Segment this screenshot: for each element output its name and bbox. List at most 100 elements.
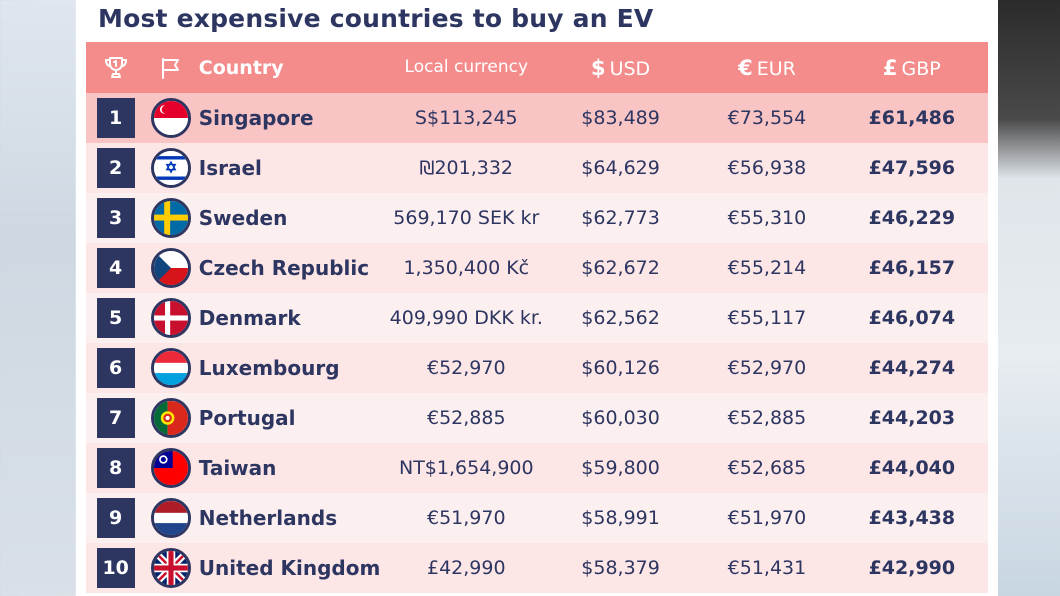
gbp-price-cell: £46,157: [868, 257, 956, 279]
usd-price-cell: $58,991: [581, 507, 660, 529]
rank-badge: 2: [96, 148, 135, 188]
table-row: 3 Sweden 569,170 SEK kr $62,773 €55,310 £46,2…: [86, 193, 988, 243]
local-price-cell: 569,170 SEK kr: [393, 207, 540, 229]
flag-cell: [145, 448, 196, 488]
rank-cell: 10: [86, 548, 145, 588]
table-header: Country Local currency $ USD € EUR £ GBP: [86, 42, 988, 93]
chart-title: Most expensive countries to buy an EV: [98, 4, 654, 33]
table-body: 1 Singapore S$113,245 $83,489 €73,554 £61,486…: [86, 93, 988, 593]
gbp-price-cell: £44,040: [868, 457, 956, 479]
flag-cell: [145, 498, 196, 538]
flag-cell: [145, 398, 196, 438]
local-price-cell: €52,970: [427, 357, 506, 379]
rank-badge: 8: [96, 448, 135, 488]
usd-price-cell: $62,773: [581, 207, 660, 229]
denmark-flag-icon: [151, 298, 192, 338]
gbp-price-cell: £46,074: [868, 307, 956, 329]
gbp-symbol: £: [882, 55, 898, 80]
local-price-cell: S$113,245: [414, 107, 518, 129]
table-row: 2 Israel ₪201,332 $64,629 €56,938 £47,596: [86, 143, 988, 193]
gbp-price-cell: £43,438: [868, 507, 956, 529]
country-cell: Israel: [198, 156, 262, 180]
usd-price-cell: $59,800: [581, 457, 660, 479]
rank-cell: 8: [86, 448, 145, 488]
rank-badge: 7: [96, 398, 135, 438]
taiwan-flag-icon: [151, 448, 192, 488]
flag-cell: [145, 198, 196, 238]
country-cell: Portugal: [198, 406, 296, 430]
rank-cell: 4: [86, 248, 145, 288]
flag-cell: [145, 148, 196, 188]
gbp-price-cell: £42,990: [868, 557, 956, 579]
usd-price-cell: $62,562: [581, 307, 660, 329]
header-usd: $ USD: [543, 56, 698, 80]
flag-cell: [145, 98, 196, 138]
usd-price-cell: $83,489: [581, 107, 660, 129]
czech-flag-icon: [151, 248, 192, 288]
eur-price-cell: €51,970: [727, 507, 807, 529]
eur-price-cell: €73,554: [727, 107, 807, 129]
country-cell: United Kingdom: [198, 556, 381, 580]
header-local-currency: Local currency: [404, 57, 529, 77]
rank-cell: 5: [86, 298, 145, 338]
table-row: 1 Singapore S$113,245 $83,489 €73,554 £61,486: [86, 93, 988, 143]
gbp-price-cell: £44,274: [868, 357, 956, 379]
gbp-price-cell: £47,596: [868, 157, 956, 179]
eur-price-cell: €52,685: [727, 457, 807, 479]
eur-price-cell: €55,310: [727, 207, 807, 229]
flag-cell: [145, 548, 196, 588]
local-price-cell: €52,885: [427, 407, 506, 429]
flag-cell: [145, 298, 196, 338]
rank-cell: 1: [86, 98, 145, 138]
rank-cell: 6: [86, 348, 145, 388]
header-gbp: £ GBP: [836, 56, 988, 80]
gbp-price-cell: £46,229: [868, 207, 956, 229]
local-price-cell: ₪201,332: [419, 157, 514, 179]
country-cell: Singapore: [198, 106, 314, 130]
uk-flag-icon: [151, 548, 192, 588]
country-cell: Taiwan: [198, 456, 277, 480]
rank-badge: 6: [96, 348, 135, 388]
sweden-flag-icon: [151, 198, 192, 238]
usd-price-cell: $64,629: [581, 157, 660, 179]
singapore-flag-icon: [151, 98, 192, 138]
israel-flag-icon: [151, 148, 192, 188]
country-cell: Sweden: [198, 206, 288, 230]
usd-label: USD: [609, 57, 651, 80]
rank-cell: 3: [86, 198, 145, 238]
eur-price-cell: €55,117: [727, 307, 807, 329]
country-cell: Denmark: [198, 306, 301, 330]
local-price-cell: 1,350,400 Kč: [403, 257, 530, 279]
local-price-cell: €51,970: [427, 507, 506, 529]
eur-label: EUR: [756, 57, 796, 80]
usd-price-cell: $62,672: [581, 257, 660, 279]
luxembourg-flag-icon: [151, 348, 192, 388]
table-row: 5 Denmark 409,990 DKK kr. $62,562 €55,117 £46…: [86, 293, 988, 343]
table-row: 10 United Kingdom £42,990 $58,379 €51,431 £42…: [86, 543, 988, 593]
gbp-price-cell: £61,486: [868, 107, 956, 129]
rank-badge: 1: [96, 98, 135, 138]
background-right: [998, 0, 1060, 596]
usd-price-cell: $58,379: [581, 557, 660, 579]
background-left: [0, 0, 76, 596]
flag-cell: [145, 248, 196, 288]
country-cell: Netherlands: [198, 506, 338, 530]
local-price-cell: £42,990: [427, 557, 506, 579]
rank-badge: 5: [96, 298, 135, 338]
flag-cell: [145, 348, 196, 388]
eur-price-cell: €55,214: [727, 257, 807, 279]
table-row: 7 Portugal €52,885 $60,030 €52,885 £44,203: [86, 393, 988, 443]
table-row: 9 Netherlands €51,970 $58,991 €51,970 £43,438: [86, 493, 988, 543]
usd-symbol: $: [590, 55, 606, 80]
eur-symbol: €: [738, 55, 753, 80]
eur-price-cell: €51,431: [727, 557, 807, 579]
local-price-cell: NT$1,654,900: [398, 457, 534, 479]
flag-icon: [145, 56, 196, 80]
table-row: 6 Luxembourg €52,970 $60,126 €52,970 £44,274: [86, 343, 988, 393]
portugal-flag-icon: [151, 398, 192, 438]
rank-badge: 10: [96, 548, 135, 588]
rank-badge: 4: [96, 248, 135, 288]
ev-price-table: Country Local currency $ USD € EUR £ GBP 1 S…: [86, 42, 988, 593]
country-cell: Luxembourg: [198, 356, 340, 380]
rank-cell: 9: [86, 498, 145, 538]
